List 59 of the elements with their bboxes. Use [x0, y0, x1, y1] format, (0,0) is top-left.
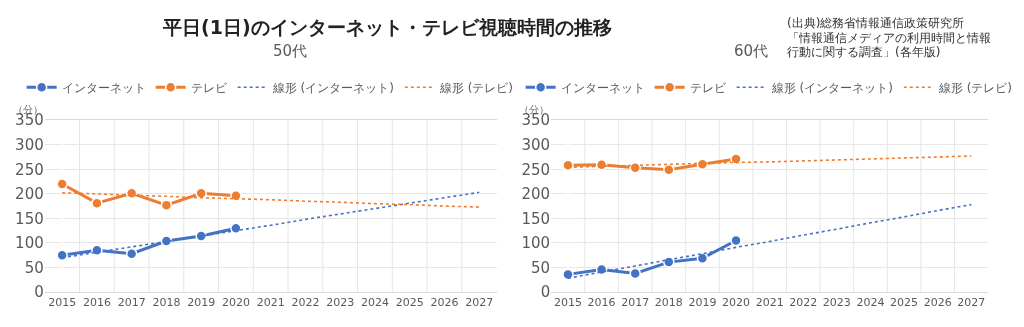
y-tick-label: 200	[15, 185, 44, 204]
legend-label: 線形 (インターネット)	[271, 80, 394, 95]
x-tick-label: 2025	[395, 296, 424, 310]
x-tick-label: 2023	[822, 296, 851, 310]
x-tick-label: 2015	[48, 296, 77, 310]
x-tick-label: 2022	[789, 296, 818, 310]
point	[595, 159, 608, 171]
x-tick-label: 2023	[326, 296, 355, 310]
legend-label: 線形 (インターネット)	[770, 80, 893, 95]
text: (出典)総務省情報通信政策研究所	[787, 16, 965, 30]
chart-subtitle: 50代	[273, 42, 308, 60]
y-tick-label: 100	[15, 234, 44, 253]
x-tick-label: 2019	[187, 296, 216, 310]
x-tick-label: 2021	[755, 296, 784, 310]
x-tick-label: 2024	[856, 296, 885, 310]
y-tick-label: 250	[15, 160, 44, 179]
x-tick-label: 2019	[688, 296, 717, 310]
x-tick-label: 2020	[221, 296, 250, 310]
y-tick-label: 0	[540, 283, 551, 302]
x-tick-label: 2020	[722, 296, 751, 310]
x-tick-label: 2026	[923, 296, 952, 310]
chart-title: 平日(1日)のインターネット・テレビ視聴時間の推移	[162, 16, 612, 38]
x-tick-label: 2017	[621, 296, 650, 310]
legend-label: インターネット	[560, 80, 645, 95]
x-tick-label: 2017	[117, 296, 146, 310]
point	[663, 256, 675, 268]
chart-subtitle: 60代	[734, 42, 769, 60]
y-tick-label: 150	[15, 209, 44, 228]
legend-label: 線形 (テレビ)	[438, 80, 514, 95]
y-tick-label: 300	[15, 135, 44, 154]
legend-label: テレビ	[190, 80, 228, 95]
y-tick-label: 200	[521, 185, 551, 204]
x-tick-label: 2022	[291, 296, 320, 310]
y-tick-label: 0	[34, 283, 44, 302]
legend-label: インターネット	[61, 80, 146, 95]
x-tick-label: 2018	[654, 296, 683, 310]
x-tick-label: 2015	[553, 296, 582, 310]
y-tick-label: 300	[521, 135, 551, 154]
x-tick-label: 2025	[890, 296, 919, 310]
x-tick-label: 2018	[152, 296, 181, 310]
legend-label: テレビ	[689, 80, 727, 95]
x-tick-label: 2016	[587, 296, 616, 310]
y-tick-label: 100	[521, 234, 551, 253]
x-tick-label: 2026	[430, 296, 459, 310]
y-tick-label: 50	[531, 258, 551, 277]
x-tick-label: 2016	[82, 296, 111, 310]
legend-label: 線形 (テレビ)	[937, 80, 1013, 95]
text: 「情報通信メディアの利用時間と情報	[787, 31, 991, 45]
y-tick-label: 150	[521, 209, 551, 228]
x-tick-label: 2027	[957, 296, 986, 310]
x-tick-label: 2024	[360, 296, 389, 310]
x-tick-label: 2027	[465, 296, 494, 310]
point	[195, 230, 207, 242]
x-tick-label: 2021	[256, 296, 285, 310]
y-tick-label: 250	[521, 160, 551, 179]
point	[160, 235, 173, 247]
text: 行動に関する調査」(各年版)	[787, 45, 941, 59]
y-tick-label: 50	[24, 258, 44, 277]
point	[730, 153, 742, 165]
